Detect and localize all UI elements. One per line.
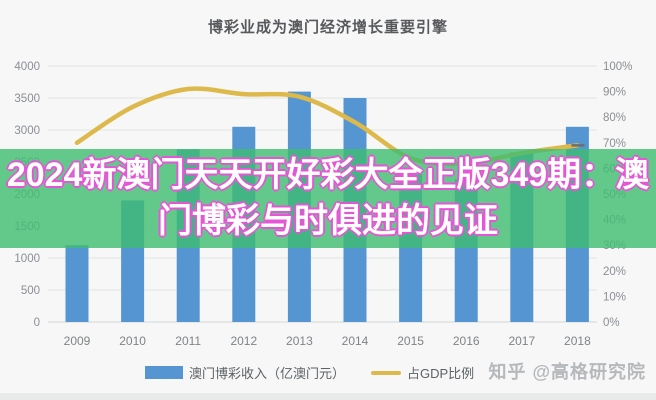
x-axis-label-2014: 2014 xyxy=(342,334,369,348)
legend-gdp-share-label: 占GDP比例 xyxy=(407,366,475,381)
watermark: 知乎 @高格研究院 xyxy=(488,362,646,382)
gdp-line-swatch-icon xyxy=(371,370,402,375)
x-axis-label-2009: 2009 xyxy=(64,334,91,348)
x-axis-label-2013: 2013 xyxy=(286,334,313,348)
chart-title: 博彩业成为澳门经济增长重要引擎 xyxy=(207,19,448,36)
promo-headline-line1: 2024新澳门天天开好彩大全正版349期：澳 xyxy=(6,156,650,194)
right-axis-tick-label: 20% xyxy=(603,266,626,278)
legend-item-revenue: 澳门博彩收入（亿澳门元） xyxy=(145,363,345,382)
left-axis-tick-label: 3500 xyxy=(14,93,40,105)
right-axis-tick-label: 70% xyxy=(603,138,626,150)
x-axis-label-2012: 2012 xyxy=(230,334,257,348)
promo-overlay-band xyxy=(0,149,656,248)
right-axis-tick-label: 100% xyxy=(603,61,632,73)
bar-2009 xyxy=(65,245,89,322)
x-axis-label-2018: 2018 xyxy=(564,334,591,348)
chart-legend: 澳门博彩收入（亿澳门元） 占GDP比例 xyxy=(145,363,474,382)
legend-revenue-label: 澳门博彩收入（亿澳门元） xyxy=(189,366,346,381)
right-axis-tick-label: 0% xyxy=(603,317,620,329)
revenue-bar-swatch-icon xyxy=(145,366,183,379)
promo-headline: 2024新澳门天天开好彩大全正版349期：澳 门博彩与时俱进的见证 xyxy=(0,152,656,244)
x-axis-label-2015: 2015 xyxy=(397,334,424,348)
x-axis-label-2017: 2017 xyxy=(508,334,535,348)
left-axis-tick-label: 4000 xyxy=(14,61,40,73)
left-axis-tick-label: 3000 xyxy=(14,125,40,137)
x-axis-label-2011: 2011 xyxy=(175,334,201,348)
left-axis-tick-label: 1000 xyxy=(14,253,40,265)
promo-headline-line2: 门博彩与时俱进的见证 xyxy=(158,202,498,240)
legend-item-gdp-share: 占GDP比例 xyxy=(371,363,474,382)
left-axis-tick-label: 0 xyxy=(34,317,40,329)
right-axis-tick-label: 90% xyxy=(603,87,626,99)
x-axis-label-2010: 2010 xyxy=(119,334,146,348)
left-axis-tick-label: 500 xyxy=(21,285,40,297)
bottom-strip xyxy=(0,393,656,400)
x-axis-label-2016: 2016 xyxy=(453,334,480,348)
right-axis-tick-label: 10% xyxy=(603,291,626,303)
right-axis-tick-label: 80% xyxy=(603,112,626,124)
